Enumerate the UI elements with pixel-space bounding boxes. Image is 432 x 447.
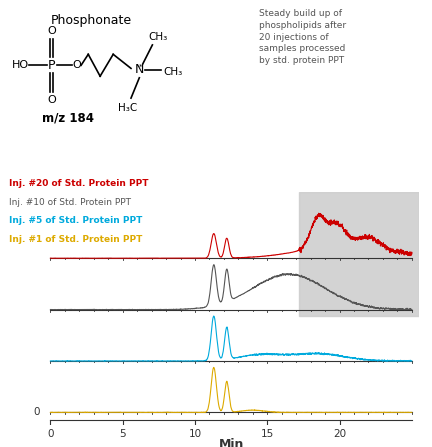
Text: Min: Min [219,439,244,447]
Text: 5: 5 [119,429,126,439]
Text: m/z 184: m/z 184 [42,112,94,125]
Text: Inj. #5 of Std. Protein PPT: Inj. #5 of Std. Protein PPT [9,216,142,225]
Text: O: O [47,26,56,36]
Text: O: O [47,95,56,105]
Text: Phosphonate: Phosphonate [51,14,132,27]
Text: Inj. #1 of Std. Protein PPT: Inj. #1 of Std. Protein PPT [9,235,142,244]
Text: N: N [135,63,144,76]
Text: Inj. #20 of Std. Protein PPT: Inj. #20 of Std. Protein PPT [9,179,148,188]
Text: 15: 15 [260,429,274,439]
Text: 20: 20 [333,429,346,439]
Text: CH₃: CH₃ [163,67,182,76]
Text: P: P [48,59,55,72]
Text: HO: HO [12,60,29,70]
Text: Inj. #10 of Std. Protein PPT: Inj. #10 of Std. Protein PPT [9,198,130,207]
Text: O: O [72,60,81,70]
Bar [299,192,419,316]
Text: 10: 10 [188,429,202,439]
Text: Steady build up of
phospholipids after
20 injections of
samples processed
by std: Steady build up of phospholipids after 2… [259,9,346,65]
Text: 0: 0 [47,429,54,439]
Text: *: * [140,64,143,70]
Text: CH₃: CH₃ [149,32,168,42]
Text: H₃C: H₃C [118,102,137,113]
Text: 0: 0 [34,407,40,417]
